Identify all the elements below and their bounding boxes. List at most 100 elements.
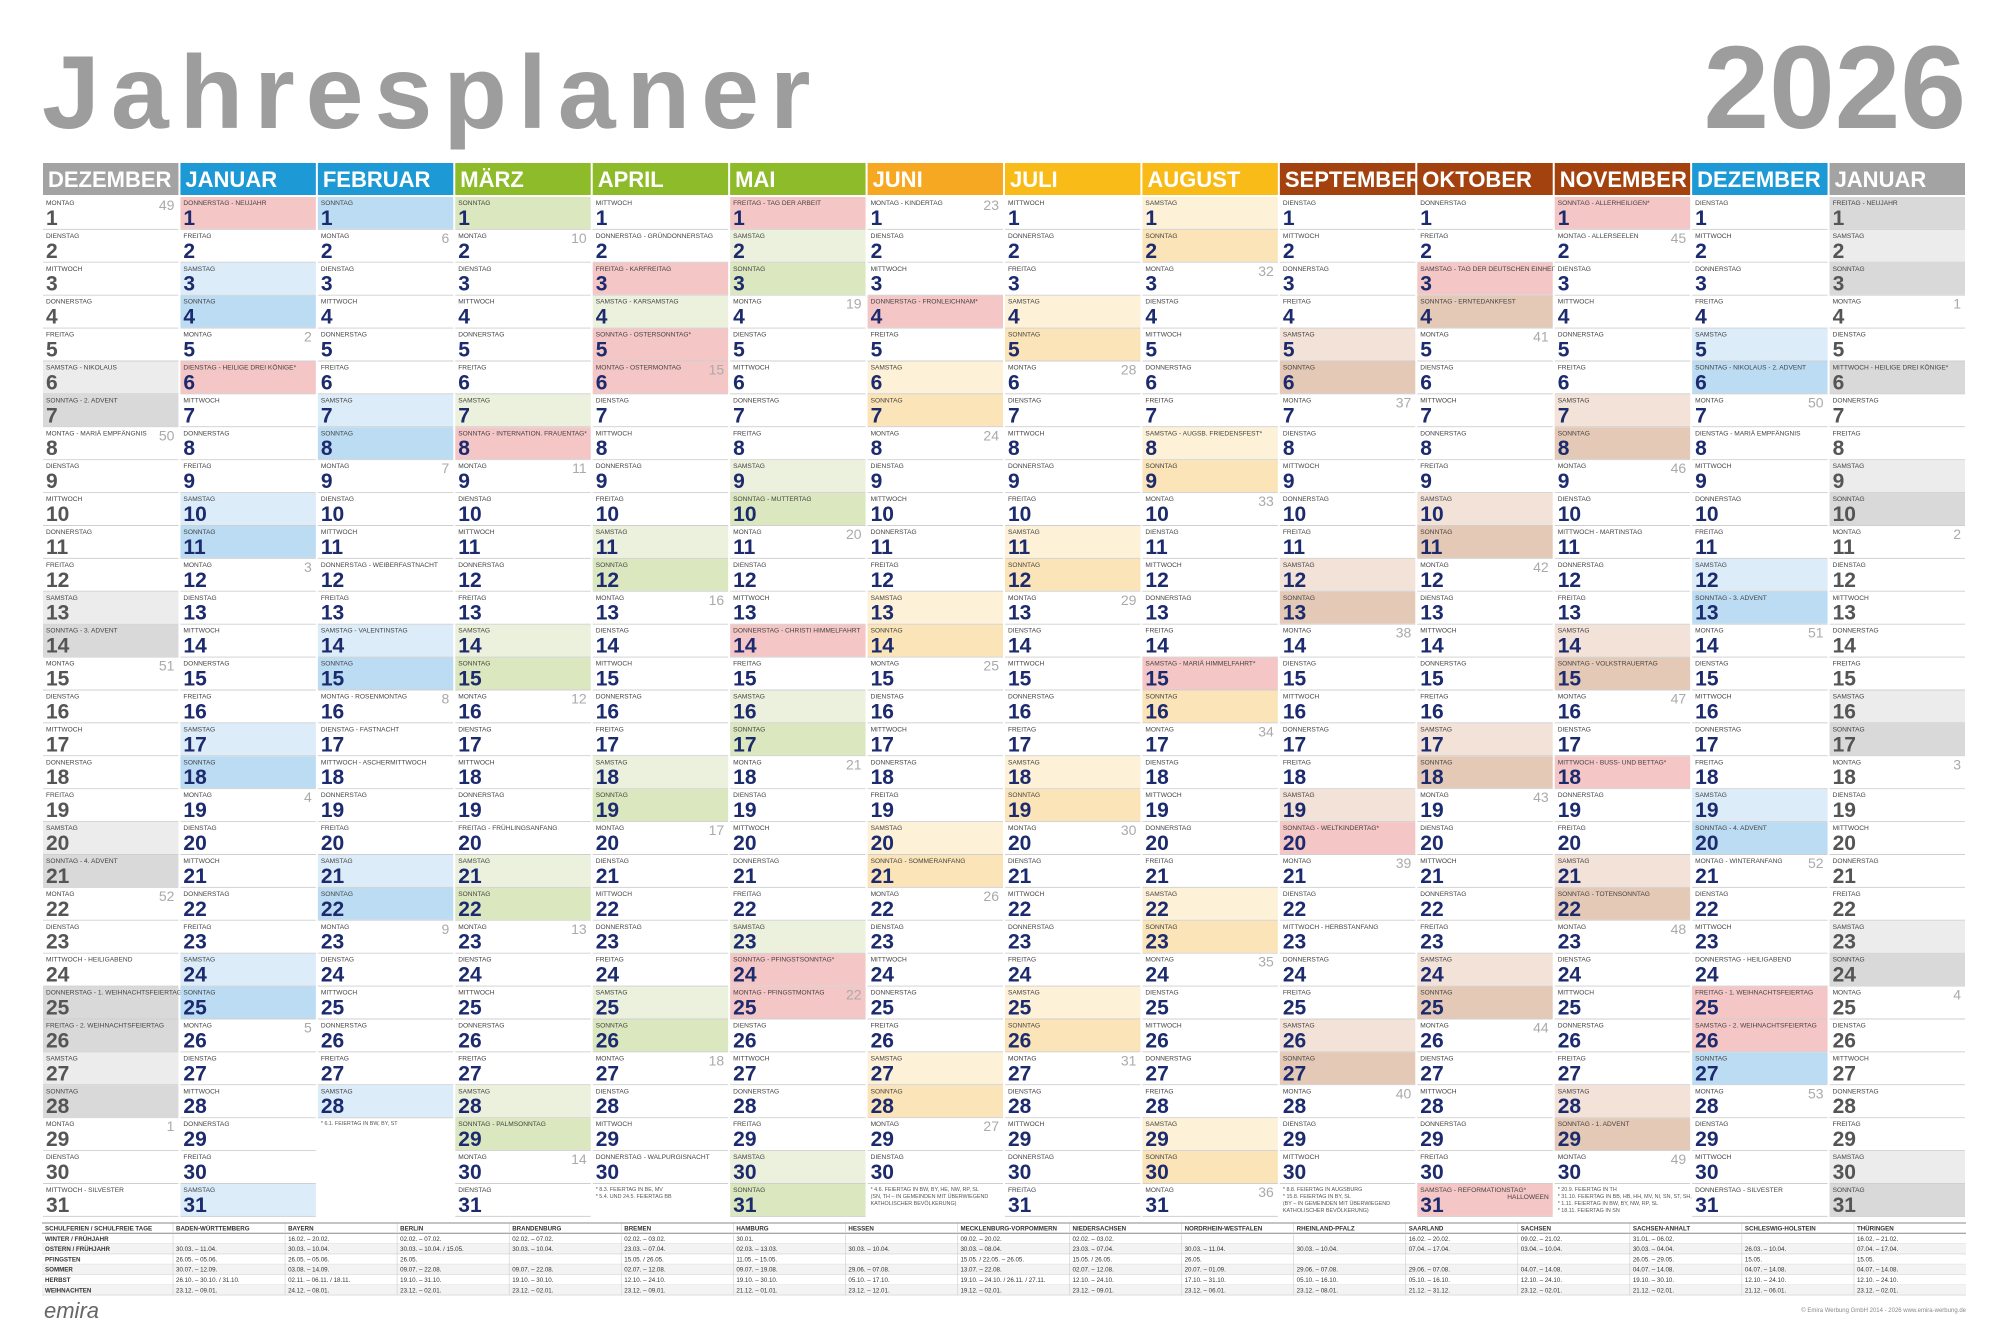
day-cell (1417, 855, 1553, 887)
day-cell (1279, 657, 1416, 690)
day-number: 6 (871, 371, 883, 394)
day-cell (317, 690, 454, 723)
day-cell (1829, 1151, 1965, 1183)
weekday-label: MITTWOCH (596, 1121, 632, 1128)
day-number: 25 (1695, 997, 1719, 1020)
footnote: (SN, TH – IN GEMEINDEN MIT ÜBERWIEGEND (871, 1193, 989, 1200)
weekday-label: DONNERSTAG (1420, 430, 1466, 437)
day-number: 18 (46, 766, 70, 789)
day-number: 1 (1558, 207, 1570, 230)
day-cell (317, 394, 454, 427)
table-cell: 26.05. – 29.05. (1633, 1256, 1675, 1263)
day-cell (180, 427, 316, 460)
day-number: 31 (183, 1194, 207, 1217)
day-cell (455, 229, 591, 262)
day-number: 3 (183, 273, 195, 296)
day-number: 29 (871, 1128, 894, 1151)
day-cell (180, 394, 316, 427)
weekday-label: SAMSTAG (1833, 463, 1865, 470)
table-header: NIEDERSACHSEN (1073, 1226, 1127, 1233)
weekday-label: FREITAG (1420, 694, 1448, 701)
weekday-label: MITTWOCH - SILVESTER (46, 1187, 124, 1194)
day-cell (867, 394, 1003, 427)
table-cell: 29.06. – 07.08. (1409, 1267, 1451, 1274)
day-number: 5 (458, 339, 470, 362)
day-number: 21 (1558, 865, 1582, 888)
month-name: AUGUST (1147, 167, 1240, 192)
weekday-label: SAMSTAG (1833, 694, 1865, 701)
table-cell: 26.03. – 10.04. (1745, 1246, 1787, 1253)
day-number: 22 (321, 898, 344, 921)
weekday-label: SAMSTAG - REFORMATIONSTAG* (1420, 1187, 1526, 1194)
day-cell (317, 493, 454, 525)
day-cell (180, 1052, 316, 1085)
day-number: 11 (871, 536, 894, 559)
weekday-label: MONTAG (733, 759, 761, 766)
weekday-label: SAMSTAG (1695, 792, 1727, 799)
day-number: 7 (1283, 404, 1295, 427)
week-number: 29 (1121, 592, 1137, 608)
day-number: 25 (1283, 997, 1307, 1020)
weekday-label: DIENSTAG - HEILIGE DREI KÖNIGE* (183, 364, 296, 372)
day-number: 20 (1145, 832, 1168, 855)
day-number: 4 (183, 306, 195, 329)
day-cell (1692, 394, 1828, 427)
day-cell (1279, 197, 1416, 229)
day-cell (455, 558, 591, 591)
day-number: 10 (1695, 503, 1718, 526)
table-cell: 05.10. – 17.10. (848, 1277, 890, 1284)
day-cell (317, 262, 454, 295)
weekday-label: SAMSTAG (183, 496, 215, 503)
weekday-label: DONNERSTAG (1008, 463, 1054, 470)
table-cell: 12.10. – 24.10. (1745, 1277, 1787, 1284)
day-number: 3 (321, 273, 333, 296)
table-header: BAYERN (288, 1226, 314, 1233)
day-cell (1829, 855, 1965, 887)
week-number: 25 (983, 658, 999, 674)
day-cell (317, 295, 454, 328)
day-cell (1829, 953, 1965, 986)
day-cell (1005, 789, 1141, 822)
weekday-label: SAMSTAG (733, 233, 765, 240)
day-cell (317, 328, 454, 361)
day-cell (730, 591, 866, 624)
day-cell (1005, 558, 1141, 591)
day-number: 3 (1145, 273, 1157, 296)
day-number: 24 (458, 964, 482, 987)
weekday-label: MITTWOCH - HEILIGABEND (46, 957, 133, 964)
table-cell: 23.12. – 06.01. (1185, 1287, 1227, 1294)
weekday-label: FREITAG (1283, 759, 1311, 766)
weekday-label: DIENSTAG (1145, 529, 1178, 536)
day-cell (730, 624, 866, 657)
day-number: 30 (1008, 1161, 1031, 1184)
day-number: 7 (1833, 404, 1845, 427)
day-cell (455, 526, 591, 558)
day-number: 12 (1008, 569, 1031, 592)
day-number: 15 (596, 668, 620, 691)
day-number: 29 (1558, 1128, 1581, 1151)
day-number: 7 (1008, 404, 1020, 427)
day-cell (455, 822, 591, 854)
day-number: 21 (871, 865, 895, 888)
weekday-label: DIENSTAG (1833, 332, 1866, 339)
weekday-label: SONNTAG (1833, 496, 1865, 503)
day-cell (455, 361, 591, 394)
day-cell (1554, 1052, 1691, 1085)
day-number: 22 (1008, 898, 1031, 921)
day-cell (867, 361, 1003, 394)
day-cell (1005, 1052, 1141, 1085)
day-cell (455, 624, 591, 657)
day-cell (1417, 986, 1553, 1019)
weekday-label: FREITAG (1420, 924, 1448, 931)
day-cell (730, 723, 866, 756)
weekday-label: DIENSTAG (1695, 891, 1728, 898)
day-cell (317, 986, 454, 1019)
day-number: 2 (1283, 240, 1295, 263)
weekday-label: DIENSTAG (1008, 1088, 1041, 1095)
day-number: 14 (871, 635, 895, 658)
day-cell (1554, 526, 1691, 558)
footnote: * 18.11. FEIERTAG IN SN (1558, 1208, 1620, 1214)
day-number: 4 (321, 306, 333, 329)
weekday-label: MITTWOCH (871, 957, 907, 964)
